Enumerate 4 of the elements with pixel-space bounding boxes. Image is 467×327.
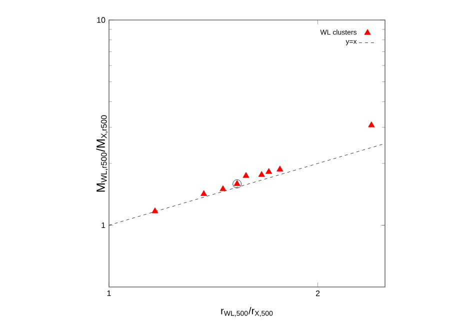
y-tick-label: 10 xyxy=(97,17,106,23)
x-tick-label: 2 xyxy=(316,290,320,296)
y-axis-title: M$_{WL,r500}$/M$_{X,r500}$ xyxy=(96,115,108,192)
x-axis-title: r$_{WL,500}$/r$_{X,500}$ xyxy=(221,306,273,317)
